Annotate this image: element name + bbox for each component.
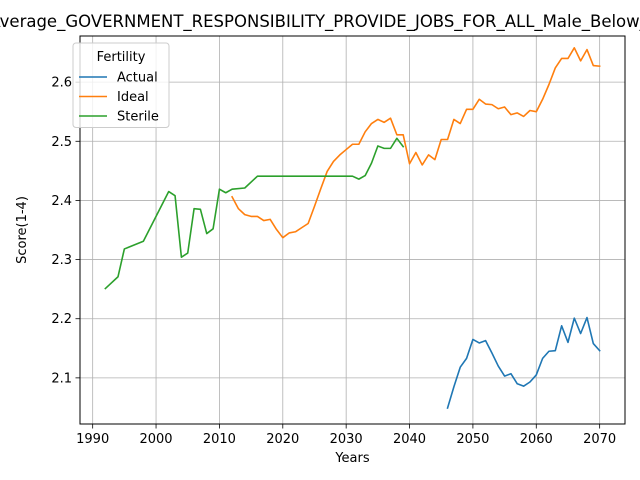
x-tick-label: 2010 — [203, 432, 236, 447]
x-tick-label: 2060 — [520, 432, 553, 447]
x-axis-title: Years — [334, 451, 370, 466]
legend-title: Fertility — [97, 50, 146, 65]
y-tick-label: 2.3 — [51, 253, 72, 268]
y-axis-title: Score(1-4) — [15, 196, 30, 264]
y-tick-label: 2.6 — [51, 76, 72, 91]
x-tick-label: 2030 — [330, 432, 363, 447]
x-tick-label: 2020 — [266, 432, 299, 447]
y-tick-label: 2.4 — [51, 194, 72, 209]
y-tick-label: 2.5 — [51, 135, 72, 150]
chart-title: Average_GOVERNMENT_RESPONSIBILITY_PROVID… — [0, 12, 640, 32]
x-tick-label: 2050 — [456, 432, 489, 447]
x-tick-label: 2000 — [139, 432, 172, 447]
x-tick-label: 2040 — [393, 432, 426, 447]
legend-label-ideal: Ideal — [117, 90, 149, 105]
x-tick-label: 1990 — [76, 432, 109, 447]
x-tick-label: 2070 — [583, 432, 616, 447]
y-tick-label: 2.1 — [51, 371, 72, 386]
legend: Fertility Actual Ideal Sterile — [73, 43, 169, 128]
legend-label-actual: Actual — [117, 71, 158, 86]
y-tick-label: 2.2 — [51, 312, 72, 327]
legend-label-sterile: Sterile — [117, 110, 159, 125]
